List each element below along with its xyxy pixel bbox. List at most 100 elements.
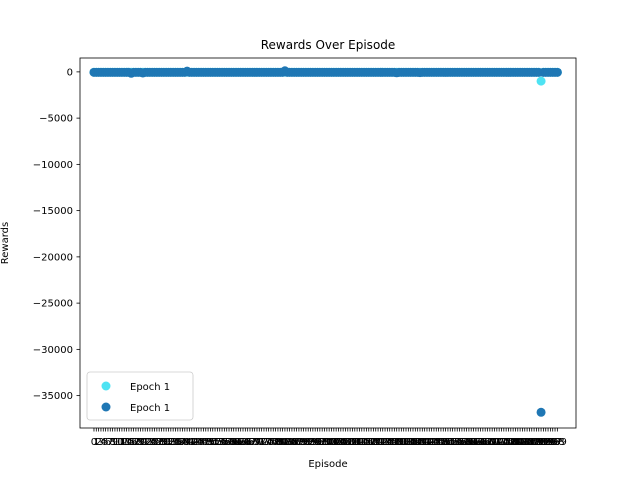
x-tick-label: 190 [527,437,546,448]
x-tick-label: 32 [162,437,175,448]
x-tick-label: 65 [239,437,252,448]
x-tick-label: 78 [269,437,282,448]
x-tick-label: 131 [389,437,408,448]
x-tick-label: 4 [100,437,106,448]
x-tick-label: 191 [529,437,548,448]
x-tick-label: 28 [153,437,166,448]
x-tick-label: 178 [499,437,518,448]
x-tick-label: 121 [366,437,385,448]
x-tick-label: 16 [125,437,138,448]
x-tick-label: 9 [112,437,118,448]
x-tick-label: 41 [183,437,196,448]
x-tick-label: 17 [127,437,140,448]
x-tick-label: 174 [490,437,509,448]
y-tick-label: 0 [67,67,73,78]
x-tick-label: 62 [232,437,245,448]
x-tick-label: 170 [480,437,499,448]
x-tick-label: 109 [338,437,357,448]
data-point-series-2 [552,67,562,77]
x-tick-label: 7 [107,437,113,448]
legend-marker-epoch-1-cyan [101,381,111,391]
x-tick-label: 75 [262,437,275,448]
x-tick-label: 135 [399,437,418,448]
x-tick-label: 160 [457,437,476,448]
x-tick-label: 90 [297,437,310,448]
x-tick-label: 24 [143,437,156,448]
x-tick-label: 180 [504,437,523,448]
data-point-series-2 [536,407,546,417]
x-tick-label: 181 [506,437,525,448]
x-tick-label: 184 [513,437,532,448]
x-tick-label: 192 [532,437,551,448]
x-tick-label: 156 [448,437,467,448]
x-tick-label: 167 [473,437,492,448]
x-tick-label: 186 [518,437,537,448]
x-tick-label: 33 [164,437,177,448]
x-tick-label: 80 [274,437,287,448]
x-tick-label: 44 [190,437,203,448]
x-tick-label: 115 [352,437,371,448]
x-tick-label: 72 [255,437,268,448]
x-tick-label: 140 [410,437,429,448]
x-tick-label: 110 [341,437,360,448]
x-tick-label: 14 [120,437,133,448]
y-tick-label: −20000 [33,252,73,263]
x-tick-label: 116 [355,437,374,448]
x-tick-label: 147 [427,437,446,448]
x-tick-label: 82 [279,437,292,448]
legend-marker-epoch-1-blue [101,402,111,412]
x-tick-label: 111 [343,437,362,448]
x-tick-label: 169 [478,437,497,448]
x-tick-label: 23 [141,437,154,448]
x-tick-label: 36 [171,437,184,448]
x-tick-label: 148 [429,437,448,448]
x-tick-label: 98 [316,437,329,448]
x-tick-label: 177 [497,437,516,448]
data-points [89,66,562,417]
x-tick-label: 57 [220,437,233,448]
x-tick-label: 104 [327,437,346,448]
x-tick-label: 39 [178,437,191,448]
x-tick-label: 64 [237,437,250,448]
y-axis-label: Rewards [0,222,11,264]
x-tick-label: 79 [272,437,285,448]
x-tick-label: 114 [350,437,369,448]
x-tick-label: 74 [260,437,273,448]
legend-label-epoch-1-blue: Epoch 1 [130,403,170,414]
x-tick-label: 35 [169,437,182,448]
x-tick-label: 196 [541,437,560,448]
x-tick-label: 139 [408,437,427,448]
x-tick-label: 163 [464,437,483,448]
x-tick-label: 86 [288,437,301,448]
x-tick-label: 125 [376,437,395,448]
x-tick-label: 113 [348,437,367,448]
x-tick-label: 52 [209,437,222,448]
x-tick-label: 85 [286,437,299,448]
x-tick-label: 1 [93,437,99,448]
x-tick-label: 53 [211,437,224,448]
x-tick-label: 67 [244,437,257,448]
data-point-series-1 [536,76,546,86]
y-tick-label: −10000 [33,160,73,171]
x-tick-label: 13 [118,437,131,448]
x-tick-label: 84 [283,437,296,448]
x-tick-label: 123 [371,437,390,448]
x-tick-label: 152 [438,437,457,448]
x-tick-label: 42 [185,437,198,448]
x-tick-label: 102 [322,437,341,448]
x-tick-label: 168 [476,437,495,448]
x-tick-label: 127 [380,437,399,448]
x-tick-label: 137 [403,437,422,448]
x-tick-label: 153 [441,437,460,448]
x-tick-label: 189 [525,437,544,448]
y-tick-label: −25000 [33,299,73,310]
x-axis-label: Episode [308,459,347,470]
x-tick-label: 143 [417,437,436,448]
legend-box [86,371,194,421]
x-tick-label: 96 [311,437,324,448]
x-tick-label: 94 [306,437,319,448]
x-tick-label: 172 [485,437,504,448]
x-tick-label: 12 [116,437,129,448]
x-tick-label: 128 [382,437,401,448]
